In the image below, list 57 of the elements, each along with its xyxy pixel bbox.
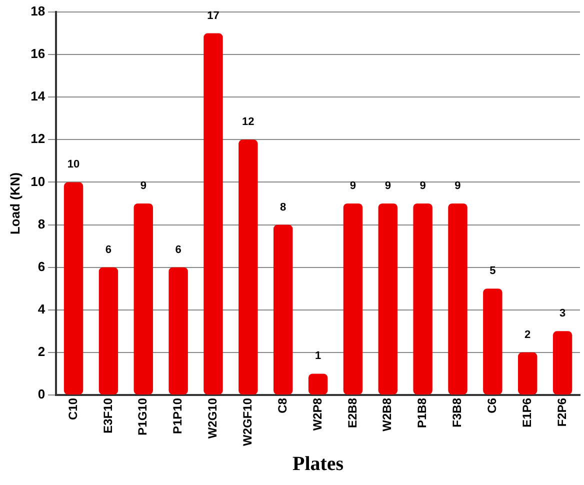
bar <box>552 331 572 394</box>
x-tick-label: P1B8 <box>415 398 430 428</box>
bar <box>238 140 258 394</box>
x-tick-label: C10 <box>66 398 80 420</box>
data-label: 9 <box>454 180 461 192</box>
y-tick-label: 14 <box>30 88 46 104</box>
x-tick-label: W2G10 <box>206 398 220 439</box>
bar <box>168 267 188 394</box>
y-tick-label: 4 <box>38 301 46 316</box>
data-label: 3 <box>559 308 566 320</box>
y-tick-label: 2 <box>38 344 46 360</box>
bar <box>378 203 398 394</box>
data-label: 9 <box>420 180 426 192</box>
x-tick-label: E3F10 <box>100 398 115 434</box>
data-label: 6 <box>105 244 112 256</box>
bar <box>273 224 293 394</box>
bar <box>483 288 502 394</box>
x-tick-label: P1G10 <box>136 398 150 436</box>
x-tick-label: W2GF10 <box>240 398 254 446</box>
y-tick-label: 16 <box>30 46 46 62</box>
bar <box>98 267 118 394</box>
bar <box>64 182 84 394</box>
y-tick-label: 10 <box>30 174 46 189</box>
x-tick-label: C6 <box>484 398 499 414</box>
bar <box>518 352 538 394</box>
y-tick-label: 18 <box>30 4 46 19</box>
x-tick-label: W2P8 <box>310 398 324 431</box>
data-label: 6 <box>175 244 182 256</box>
x-tick-label: F2P6 <box>554 398 569 427</box>
data-label: 10 <box>67 158 80 171</box>
x-axis-title: Plates <box>292 453 344 476</box>
bar <box>413 203 432 394</box>
data-label: 9 <box>140 180 146 192</box>
x-tick-label: P1P10 <box>170 398 185 434</box>
x-tick-label: W2B8 <box>380 398 394 432</box>
data-label: 17 <box>207 10 220 22</box>
bar <box>308 374 328 394</box>
y-axis-title: Load (KN) <box>7 172 22 235</box>
bar <box>343 203 363 394</box>
data-label: 1 <box>314 350 322 362</box>
y-tick-label: 6 <box>38 258 46 274</box>
y-tick-label: 12 <box>30 131 46 146</box>
x-tick-label: E1P6 <box>520 398 534 428</box>
bar <box>204 33 223 394</box>
data-label: 12 <box>242 116 254 128</box>
data-label: 5 <box>490 265 496 278</box>
x-tick-label: E2B8 <box>345 398 360 428</box>
x-tick-label: C8 <box>275 398 290 414</box>
data-label: 9 <box>384 180 391 192</box>
data-label: 2 <box>524 328 531 341</box>
y-tick-label: 0 <box>38 386 46 402</box>
bar <box>134 203 153 394</box>
data-label: 8 <box>280 201 286 214</box>
data-label: 9 <box>350 180 356 192</box>
y-tick-label: 8 <box>38 216 46 232</box>
bar <box>448 203 468 394</box>
x-tick-label: F3B8 <box>450 398 464 428</box>
